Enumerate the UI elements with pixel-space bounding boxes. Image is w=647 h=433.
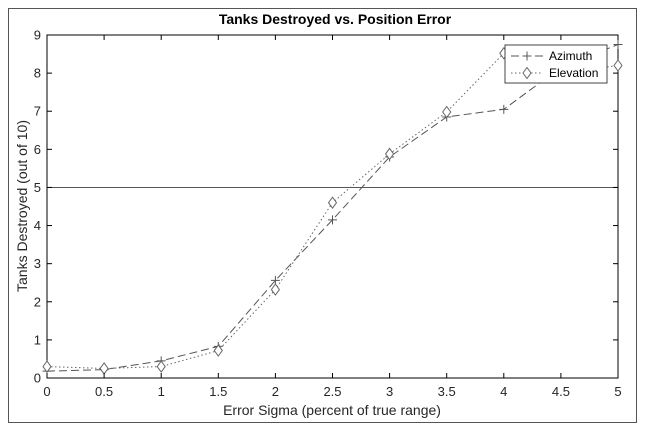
y-tick-label: 0 — [34, 371, 41, 386]
data-point-elevation — [270, 283, 281, 296]
y-tick-label: 4 — [34, 218, 41, 233]
y-tick-label: 1 — [34, 332, 41, 347]
x-tick-label: 4 — [500, 384, 507, 399]
x-tick-label: 3 — [386, 384, 393, 399]
series-line-azimuth — [46, 44, 619, 372]
y-tick-label: 9 — [34, 28, 41, 43]
x-axis-ticks: 0 0.5 1 1.5 2 2.5 3 3.5 4 4.5 5 — [43, 35, 622, 399]
y-tick-label: 6 — [34, 142, 41, 157]
data-point-azimuth — [613, 40, 623, 50]
y-tick-label: 2 — [34, 294, 41, 309]
data-point-azimuth — [499, 104, 509, 114]
data-point-elevation — [156, 360, 166, 373]
x-axis-label: Error Sigma (percent of true range) — [223, 402, 441, 418]
legend-label-elevation: Elevation — [549, 66, 598, 80]
chart-title: Tanks Destroyed vs. Position Error — [219, 11, 452, 27]
legend-marker-azimuth — [522, 51, 532, 61]
x-tick-label: 2 — [272, 384, 279, 399]
y-tick-label: 5 — [34, 180, 41, 195]
x-tick-label: 0 — [43, 384, 50, 399]
x-tick-label: 2.5 — [323, 384, 341, 399]
data-point-elevation — [213, 344, 223, 357]
legend: Azimuth Elevation — [504, 44, 608, 84]
x-tick-label: 3.5 — [438, 384, 456, 399]
y-axis-ticks: 0 1 2 3 4 5 6 7 8 9 — [34, 28, 618, 386]
legend-marker-elevation — [522, 66, 532, 80]
x-tick-label: 0.5 — [95, 384, 113, 399]
y-tick-label: 3 — [34, 256, 41, 271]
legend-box — [504, 44, 608, 84]
x-tick-label: 1.5 — [209, 384, 227, 399]
y-tick-label: 8 — [34, 66, 41, 81]
y-axis-label: Tanks Destroyed (out of 10) — [14, 120, 30, 292]
data-point-elevation — [442, 105, 452, 119]
y-tick-label: 7 — [34, 104, 41, 119]
data-point-elevation — [613, 59, 623, 72]
data-point-elevation — [384, 147, 395, 161]
x-tick-label: 1 — [158, 384, 165, 399]
data-point-elevation — [327, 196, 338, 210]
data-point-elevation — [42, 360, 52, 373]
x-tick-label: 5 — [614, 384, 621, 399]
x-tick-label: 4.5 — [552, 384, 570, 399]
data-point-azimuth — [328, 215, 337, 225]
legend-label-azimuth: Azimuth — [549, 49, 592, 63]
